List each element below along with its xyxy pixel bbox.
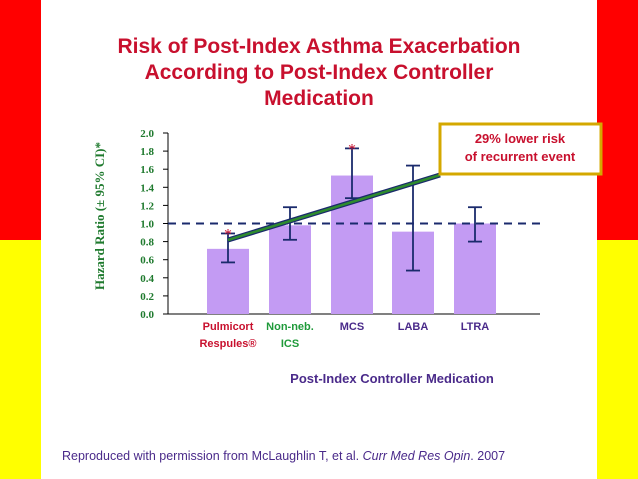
- y-tick-label: 0.2: [140, 291, 154, 303]
- y-tick-label: 0.0: [140, 309, 154, 321]
- chart-title: Risk of Post-Index Asthma Exacerbation A…: [0, 34, 638, 112]
- citation-journal: Curr Med Res Opin: [362, 449, 471, 463]
- significance-marker: *: [224, 226, 232, 243]
- category-label: Pulmicort: [203, 321, 254, 333]
- category-label: LABA: [398, 321, 429, 333]
- title-line-1: Risk of Post-Index Asthma Exacerbation: [117, 35, 521, 58]
- callout-text: 29% lower risk: [475, 131, 566, 146]
- category-label: Respules®: [199, 338, 256, 350]
- category-label: Non-neb.: [266, 321, 314, 333]
- y-tick-label: 1.8: [140, 146, 154, 158]
- title-line-3: Medication: [264, 87, 374, 110]
- x-axis-label: Post-Index Controller Medication: [290, 371, 494, 386]
- slide-panel: [41, 0, 597, 479]
- title-line-2: According to Post-Index Controller: [144, 61, 494, 84]
- y-tick-label: 1.4: [140, 182, 154, 194]
- citation-prefix: Reproduced with permission from McLaughl…: [62, 449, 363, 463]
- y-tick-label: 1.6: [140, 164, 154, 176]
- y-tick-label: 1.2: [140, 200, 154, 212]
- category-label: MCS: [340, 321, 364, 333]
- category-label: ICS: [281, 338, 299, 350]
- y-tick-label: 0.8: [140, 237, 154, 249]
- callout-arrow: [227, 173, 441, 242]
- y-tick-label: 1.0: [140, 219, 154, 231]
- y-tick-label: 0.6: [140, 255, 154, 267]
- callout-box: [438, 122, 603, 176]
- citation: Reproduced with permission from McLaughl…: [62, 449, 505, 463]
- category-label: LTRA: [461, 321, 490, 333]
- significance-marker: *: [348, 141, 356, 158]
- callout-text: of recurrent event: [465, 149, 576, 164]
- citation-suffix: . 2007: [470, 449, 506, 463]
- y-tick-label: 2.0: [140, 128, 154, 140]
- y-tick-label: 0.4: [140, 273, 154, 285]
